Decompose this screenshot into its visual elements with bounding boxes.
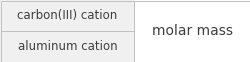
Text: carbon(III) cation: carbon(III) cation [17, 9, 117, 22]
Bar [0, 0, 134, 31]
Bar [0, 0, 134, 62]
Bar [134, 0, 250, 62]
Text: aluminum cation: aluminum cation [18, 40, 117, 53]
Bar [134, 0, 250, 62]
Text: molar mass: molar mass [152, 24, 232, 38]
Bar [0, 31, 134, 62]
